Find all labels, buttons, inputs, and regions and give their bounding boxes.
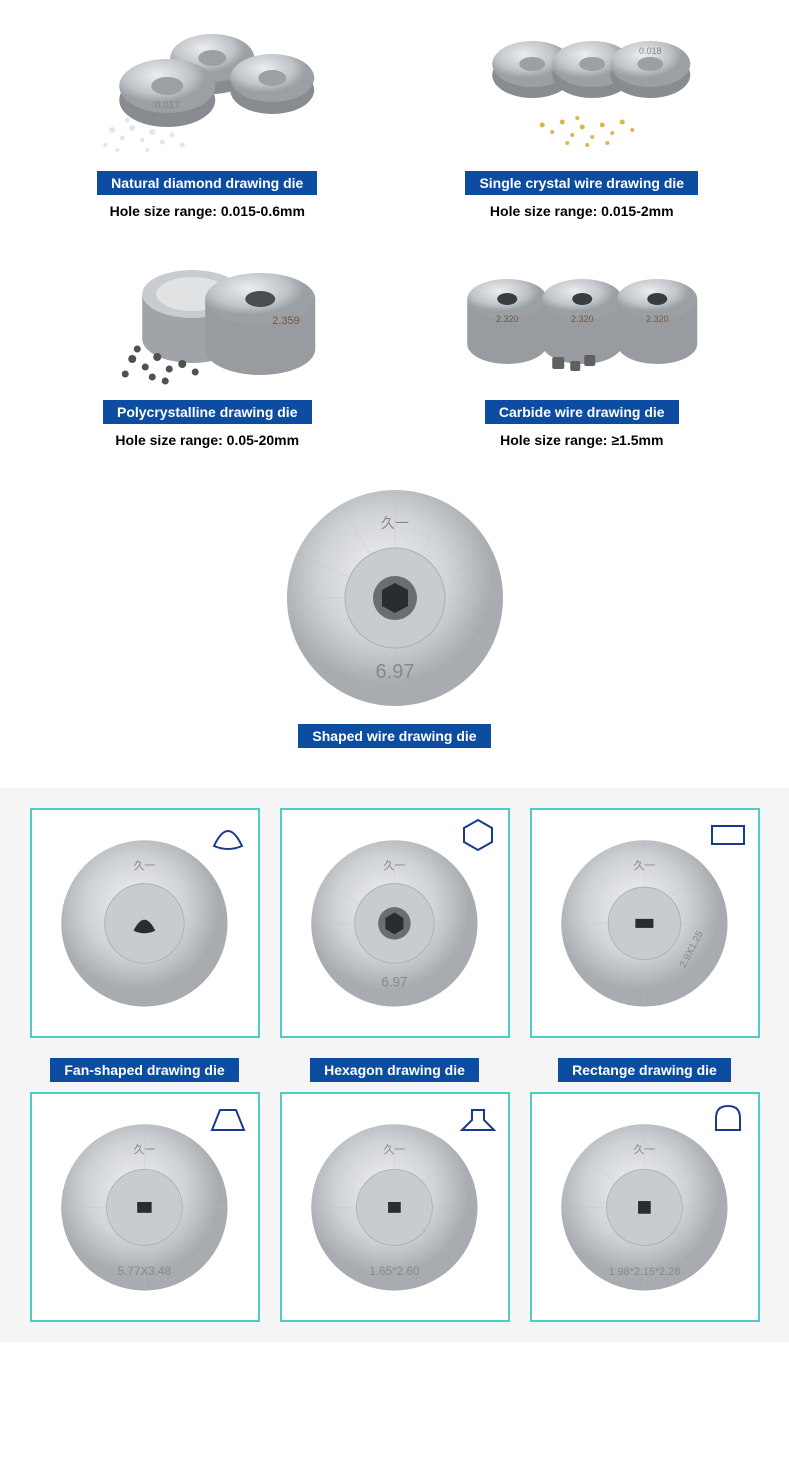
product-polycrystalline: 2.359 Polycrystalline drawing die Hole s… (50, 249, 365, 448)
trapezoid-shape-icon (206, 1102, 250, 1136)
shape-image-box: 久一 6.97 (280, 808, 510, 1038)
rectangle-shape-icon (706, 818, 750, 852)
svg-text:6.97: 6.97 (381, 974, 407, 989)
svg-text:1.65*2.60: 1.65*2.60 (369, 1265, 420, 1278)
svg-text:2.359: 2.359 (272, 315, 300, 327)
product-image: 0.017 (50, 20, 365, 165)
svg-text:久一: 久一 (381, 515, 409, 531)
product-shaped-wire: 久一 6.97 Shaped wire drawing die (275, 478, 515, 748)
shape-title: Fan-shaped drawing die (50, 1058, 238, 1082)
dies-with-particles-icon: 2.359 (50, 249, 365, 394)
dies-row-icon: 2.320 2.320 2.320 (425, 249, 740, 394)
shape-row-1: 久一 久一 6.97 (20, 808, 769, 1038)
fan-shape-icon (206, 818, 250, 852)
shape-arch: 久一 1.98*2.15*2.28 (530, 1092, 760, 1322)
shape-image-box: 久一 (30, 808, 260, 1038)
die-face-icon: 久一 5.77X3.48 (54, 1117, 235, 1298)
product-image: 2.359 (50, 249, 365, 394)
svg-text:久一: 久一 (134, 859, 156, 872)
die-face-icon: 久一 2.9X1.25 (554, 833, 735, 1014)
svg-text:0.017: 0.017 (155, 100, 180, 111)
die-face-icon: 久一 1.98*2.15*2.28 (554, 1117, 735, 1298)
svg-text:1.98*2.15*2.28: 1.98*2.15*2.28 (609, 1266, 681, 1278)
shape-title: Rectange drawing die (558, 1058, 731, 1082)
product-subtitle: Hole size range: 0.015-0.6mm (110, 203, 305, 219)
shape-title: Hexagon drawing die (310, 1058, 479, 1082)
dies-with-particles-icon: 0.018 (425, 20, 740, 165)
product-title: Single crystal wire drawing die (465, 171, 698, 195)
product-single-crystal: 0.018 Single crystal wire drawing die Ho… (425, 20, 740, 219)
product-image: 0.018 (425, 20, 740, 165)
die-face-icon: 久一 (54, 833, 235, 1014)
hexagon-shape-icon (456, 818, 500, 852)
shape-fan: 久一 (30, 808, 260, 1038)
product-image: 2.320 2.320 2.320 (425, 249, 740, 394)
shaped-section: 久一 久一 6.97 (0, 788, 789, 1342)
product-natural-diamond: 0.017 Natural diamond drawing die Hole s… (50, 20, 365, 219)
shape-trapezoid: 久一 5.77X3.48 (30, 1092, 260, 1322)
top-products-grid: 0.017 Natural diamond drawing die Hole s… (0, 0, 789, 768)
dies-with-particles-icon: 0.017 (50, 20, 365, 165)
svg-text:0.018: 0.018 (638, 46, 661, 56)
product-title: Carbide wire drawing die (485, 400, 679, 424)
product-title: Shaped wire drawing die (298, 724, 490, 748)
product-subtitle: Hole size range: 0.015-2mm (490, 203, 674, 219)
shape-row-2: 久一 5.77X3.48 久一 1. (20, 1092, 769, 1322)
center-row: 久一 6.97 Shaped wire drawing die (50, 478, 739, 748)
product-image: 久一 6.97 (275, 478, 515, 718)
svg-text:久一: 久一 (634, 1143, 656, 1156)
product-carbide: 2.320 2.320 2.320 Carbide wire drawing d… (425, 249, 740, 448)
svg-text:5.77X3.48: 5.77X3.48 (118, 1265, 172, 1278)
shape-hexagon: 久一 6.97 (280, 808, 510, 1038)
large-die-icon: 久一 6.97 (275, 478, 515, 718)
product-subtitle: Hole size range: 0.05-20mm (115, 432, 299, 448)
die-face-icon: 久一 6.97 (304, 833, 485, 1014)
shape-bell: 久一 1.65*2.60 (280, 1092, 510, 1322)
product-title: Natural diamond drawing die (97, 171, 317, 195)
svg-text:2.320: 2.320 (570, 314, 593, 324)
svg-text:久一: 久一 (134, 1143, 156, 1156)
bell-shape-icon (456, 1102, 500, 1136)
product-subtitle: Hole size range: ≥1.5mm (500, 432, 663, 448)
top-row-1: 0.017 Natural diamond drawing die Hole s… (50, 20, 739, 219)
svg-text:久一: 久一 (384, 859, 406, 872)
svg-text:久一: 久一 (634, 859, 656, 872)
svg-text:2.320: 2.320 (495, 314, 518, 324)
shape-titles-row-1: Fan-shaped drawing die Hexagon drawing d… (20, 1048, 769, 1082)
shape-image-box: 久一 1.98*2.15*2.28 (530, 1092, 760, 1322)
top-row-2: 2.359 Polycrystalline drawing die Hole s… (50, 249, 739, 448)
product-title: Polycrystalline drawing die (103, 400, 312, 424)
shape-rectangle: 久一 2.9X1.25 (530, 808, 760, 1038)
svg-text:2.320: 2.320 (645, 314, 668, 324)
die-face-icon: 久一 1.65*2.60 (304, 1117, 485, 1298)
shape-image-box: 久一 2.9X1.25 (530, 808, 760, 1038)
arch-shape-icon (706, 1102, 750, 1136)
shape-image-box: 久一 1.65*2.60 (280, 1092, 510, 1322)
svg-text:久一: 久一 (384, 1143, 406, 1156)
svg-text:6.97: 6.97 (375, 661, 414, 683)
shape-image-box: 久一 5.77X3.48 (30, 1092, 260, 1322)
